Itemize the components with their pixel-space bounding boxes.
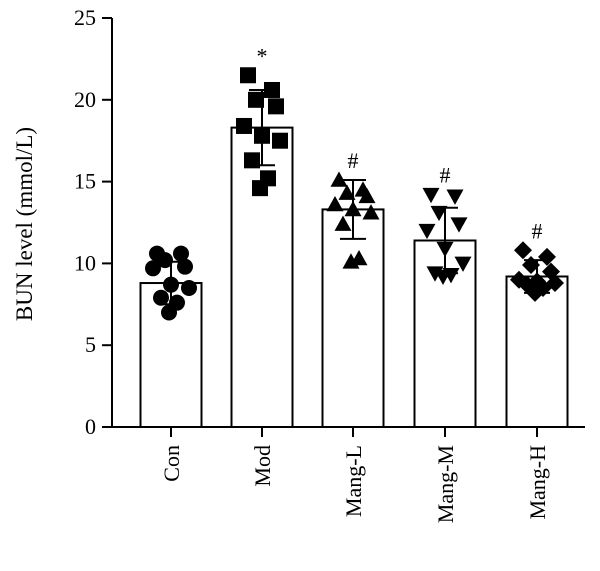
bar <box>505 275 569 428</box>
data-point <box>153 289 169 306</box>
data-point <box>344 200 362 217</box>
significance-mark: # <box>440 163 451 188</box>
bar-group-mod: * <box>230 43 294 428</box>
bar-group-mang-l: # <box>321 148 385 428</box>
data-point <box>264 81 280 98</box>
data-point <box>173 245 189 262</box>
bar-group-mang-h: # <box>505 218 569 428</box>
data-point <box>338 184 356 200</box>
significance-mark: # <box>532 218 543 243</box>
data-point <box>330 171 348 187</box>
data-point <box>145 260 161 277</box>
data-point <box>181 279 197 296</box>
data-point <box>430 205 448 222</box>
data-point <box>252 180 268 197</box>
x-axis <box>112 426 585 437</box>
y-axis: 0 5 10 15 20 25 <box>74 5 113 439</box>
data-point <box>161 304 177 321</box>
data-point <box>163 276 179 293</box>
bar <box>413 239 477 428</box>
y-tick-label: 5 <box>85 332 96 357</box>
y-tick-label: 15 <box>74 169 96 194</box>
data-point <box>446 189 464 205</box>
data-point <box>538 247 556 266</box>
data-point <box>244 152 260 169</box>
data-point <box>177 258 193 275</box>
x-tick-label: Con <box>159 445 184 482</box>
data-point <box>454 256 472 272</box>
bars: * # # # <box>139 43 569 429</box>
y-tick-label: 20 <box>74 87 96 112</box>
data-point <box>514 241 532 260</box>
data-point <box>248 91 264 108</box>
data-point <box>436 241 454 258</box>
data-point <box>268 98 284 115</box>
data-point <box>240 67 256 84</box>
bar <box>321 208 385 428</box>
bar-group-mang-m: # <box>413 163 477 428</box>
data-point <box>358 187 376 204</box>
data-point <box>362 204 380 220</box>
significance-mark: # <box>348 148 359 173</box>
data-point <box>342 253 360 269</box>
y-tick-label: 10 <box>74 250 96 275</box>
y-tick-label: 0 <box>85 414 96 439</box>
data-point <box>434 269 452 285</box>
data-point <box>334 215 352 231</box>
y-tick-label: 25 <box>74 5 96 30</box>
data-point <box>422 187 440 204</box>
data-point <box>236 117 252 134</box>
bar-group-con <box>139 245 203 429</box>
data-point <box>254 127 270 144</box>
data-point <box>326 196 344 212</box>
data-point <box>450 217 468 233</box>
data-point <box>522 256 540 275</box>
bar <box>139 282 203 429</box>
data-point <box>418 223 436 240</box>
x-tick-label: Mod <box>250 445 275 487</box>
x-tick-labels: Con Mod Mang-L Mang-M Mang-H <box>159 445 550 523</box>
x-tick-label: Mang-M <box>433 445 458 523</box>
y-axis-title: BUN level (mmol/L) <box>12 127 37 321</box>
data-point <box>272 132 288 149</box>
data-point <box>526 283 544 302</box>
x-tick-label: Mang-L <box>341 445 366 517</box>
x-tick-label: Mang-H <box>525 445 550 520</box>
data-point <box>157 252 173 269</box>
significance-mark: * <box>257 43 268 68</box>
